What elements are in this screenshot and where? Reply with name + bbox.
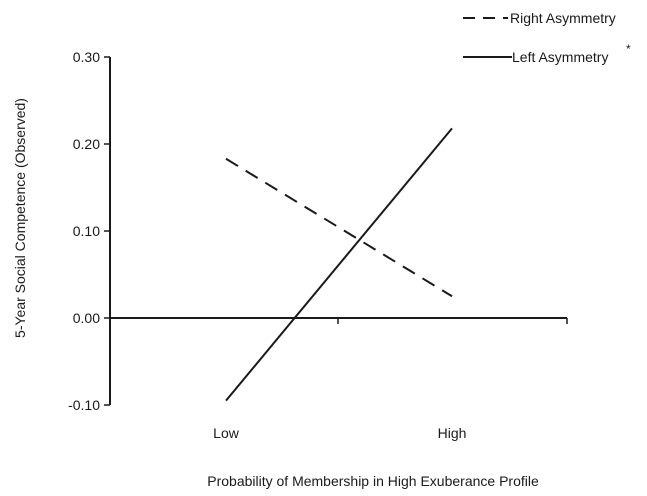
legend-note-left-asymmetry: *	[626, 42, 631, 56]
legend-label-left-asymmetry: Left Asymmetry	[512, 49, 608, 65]
x-category-label: Low	[213, 425, 240, 441]
legend-label-right-asymmetry: Right Asymmetry	[510, 10, 616, 26]
y-tick-label: 0.10	[73, 223, 100, 239]
series-lines	[225, 127, 453, 402]
y-tick-label: 0.00	[73, 310, 100, 326]
x-category-labels: Low High	[213, 425, 466, 441]
x-axis-title: Probability of Membership in High Exuber…	[207, 473, 539, 489]
y-axis-title: 5-Year Social Competence (Observed)	[12, 98, 28, 338]
legend: Right Asymmetry Left Asymmetry *	[463, 10, 631, 65]
x-category-label: High	[438, 425, 467, 441]
y-tick-label: -0.10	[68, 397, 100, 413]
series-line-left-asymmetry	[225, 127, 453, 402]
series-line-right-asymmetry	[225, 157, 453, 298]
y-tick-label: 0.20	[73, 136, 100, 152]
y-tick-label: 0.30	[73, 49, 100, 65]
y-ticks: -0.10 0.00 0.10 0.20 0.30	[68, 49, 110, 413]
